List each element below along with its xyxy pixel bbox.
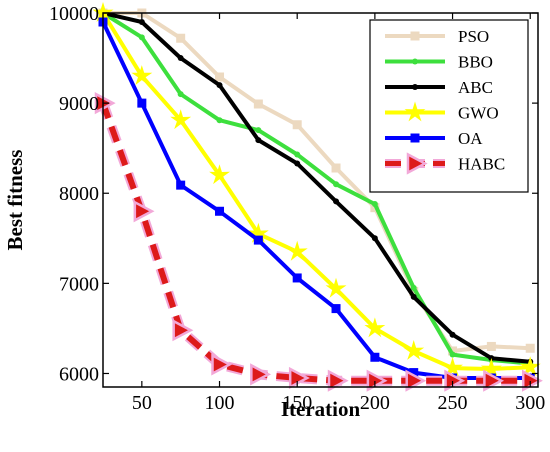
series-line (103, 11, 531, 353)
series-line (101, 11, 531, 371)
data-point (449, 331, 456, 338)
legend-swatch-marker (410, 133, 420, 143)
data-point (410, 284, 417, 291)
y-tick-label: 10000 (49, 3, 99, 25)
legend-swatch-marker (410, 31, 420, 41)
legend-item-bbo: BBO (385, 53, 493, 72)
data-point (325, 277, 347, 298)
data-point (288, 366, 310, 390)
data-point (410, 293, 417, 300)
data-point (215, 206, 225, 216)
data-point (211, 353, 233, 376)
data-point (486, 341, 496, 351)
data-point (177, 91, 184, 98)
y-tick-label: 8000 (59, 183, 99, 205)
legend-item-oa: OA (385, 129, 483, 148)
data-point (286, 240, 308, 261)
data-point (333, 198, 340, 205)
data-point (294, 160, 301, 167)
data-point (331, 163, 341, 173)
legend-label: PSO (458, 27, 489, 46)
legend-swatch-marker (404, 101, 426, 122)
data-point (176, 180, 186, 190)
legend-item-pso: PSO (385, 27, 489, 46)
y-axis-title: Best fitness (3, 150, 27, 251)
legend-swatch-marker (412, 58, 418, 65)
data-point (327, 369, 349, 392)
legend-label: ABC (458, 78, 493, 97)
x-tick-label: 150 (282, 392, 312, 414)
x-tick-label: 50 (132, 392, 152, 414)
legend-item-habc: HABC (385, 152, 505, 175)
legend-swatch-marker (406, 152, 428, 175)
legend-label: BBO (458, 53, 493, 72)
data-point (442, 357, 463, 377)
data-point (138, 19, 145, 26)
data-point (371, 235, 378, 242)
data-point (250, 363, 272, 386)
data-point (216, 82, 223, 89)
data-point (525, 343, 535, 353)
data-point (409, 368, 419, 378)
legend: PSO BBO ABC GWO OA HABC (369, 19, 529, 193)
data-point (364, 317, 386, 338)
data-point (331, 304, 341, 314)
legend-swatch-marker (412, 84, 418, 90)
data-point (133, 200, 155, 223)
legend-label: OA (458, 129, 483, 148)
data-point (247, 222, 269, 243)
data-point (366, 369, 388, 392)
y-tick-label: 6000 (59, 363, 99, 385)
data-point (92, 2, 114, 22)
data-point (292, 120, 302, 130)
x-tick-label: 250 (438, 392, 468, 414)
data-point (253, 99, 263, 109)
data-point (137, 98, 147, 108)
data-point (253, 235, 263, 245)
x-tick-label: 100 (205, 392, 235, 414)
data-point (483, 369, 505, 392)
data-point (521, 369, 543, 392)
data-point (294, 151, 301, 158)
series-layer (92, 2, 543, 392)
data-point (176, 33, 186, 43)
data-point (371, 201, 378, 208)
data-point (131, 65, 153, 85)
series-line (102, 11, 531, 364)
data-point (216, 117, 223, 124)
data-point (170, 109, 192, 130)
tick-layer: 50 100 150 200 250 300 6000 7000 8000 9000 10000 (49, 3, 545, 414)
y-tick-label: 9000 (59, 93, 99, 115)
data-point (444, 369, 466, 392)
data-point (403, 340, 425, 360)
data-point (292, 273, 302, 283)
legend-item-gwo: GWO (385, 101, 499, 123)
x-tick-label: 300 (515, 392, 545, 414)
data-point (172, 319, 194, 342)
series-line (101, 11, 531, 366)
data-point (480, 358, 502, 378)
data-point (333, 181, 340, 188)
plot-frame (102, 12, 539, 388)
y-tick-label: 7000 (59, 273, 99, 295)
data-point (177, 55, 184, 62)
x-axis-title: Iteration (281, 397, 361, 421)
data-point (405, 369, 427, 392)
legend-label: GWO (458, 104, 499, 123)
data-point (138, 34, 145, 41)
series-habc (94, 92, 543, 392)
legend-label: HABC (458, 155, 505, 174)
data-point (519, 356, 541, 377)
data-point (215, 72, 225, 82)
data-point (209, 164, 230, 185)
data-point (449, 351, 456, 358)
series-gwo (92, 2, 541, 378)
data-point (255, 137, 262, 144)
data-point (255, 127, 262, 134)
legend-item-abc: ABC (385, 78, 493, 97)
data-point (370, 352, 380, 362)
x-tick-label: 200 (360, 392, 390, 414)
